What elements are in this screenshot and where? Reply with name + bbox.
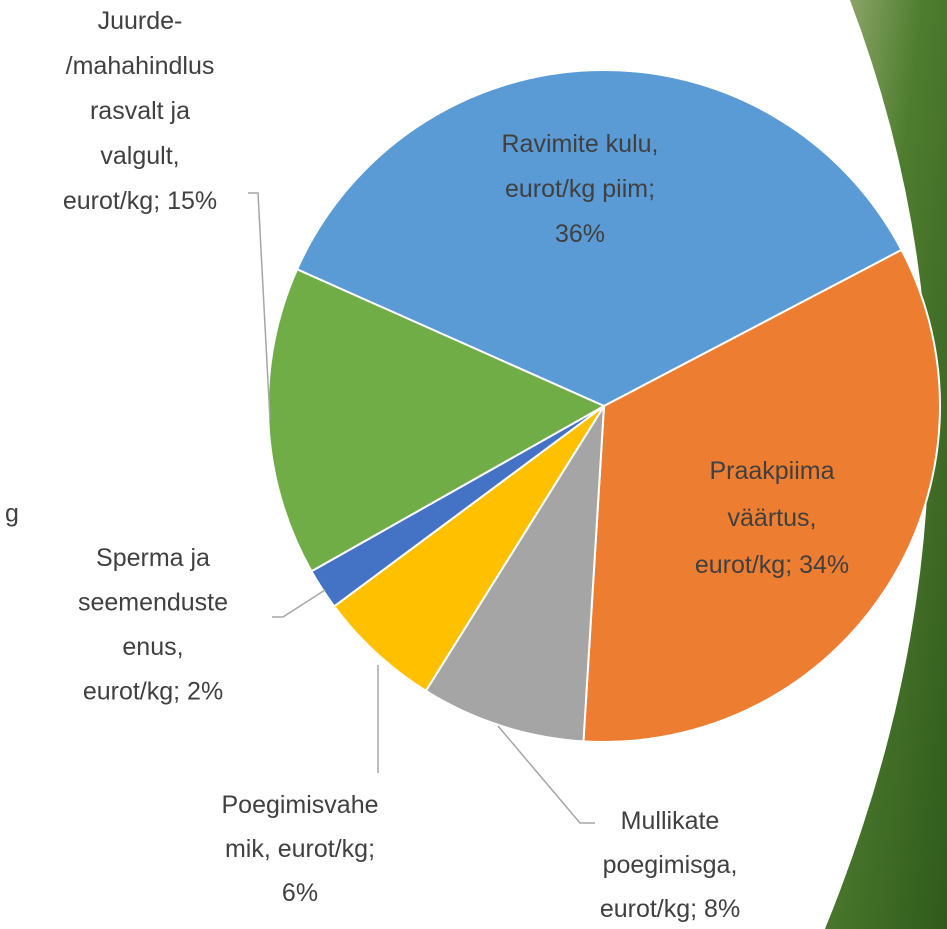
pie-slice xyxy=(332,405,605,693)
partial-label: g xyxy=(5,500,19,528)
data-label: Poegimisvahe mik, eurot/kg; 6% xyxy=(221,791,378,907)
pie-slice xyxy=(424,405,605,743)
leader-line xyxy=(248,192,271,421)
pie-slice xyxy=(582,248,941,743)
leader-line xyxy=(272,589,326,618)
data-label: Praakpiima väärtus, eurot/kg; 34% xyxy=(695,457,849,579)
background-photo xyxy=(825,0,947,929)
leader-line xyxy=(497,725,595,824)
data-label: Juurde-/mahahindlus rasvalt ja valgult, eur… xyxy=(63,7,217,215)
data-label: Sperma ja seemenduste enus, eurot/kg; 2% xyxy=(78,544,228,706)
data-label: Mullikate poegimisga, eurot/kg; 8% xyxy=(600,807,740,923)
pie-slice xyxy=(295,69,903,408)
data-label: Ravimite kulu, eurot/kg piim; 36% xyxy=(502,130,659,248)
pie-slice xyxy=(267,268,607,573)
